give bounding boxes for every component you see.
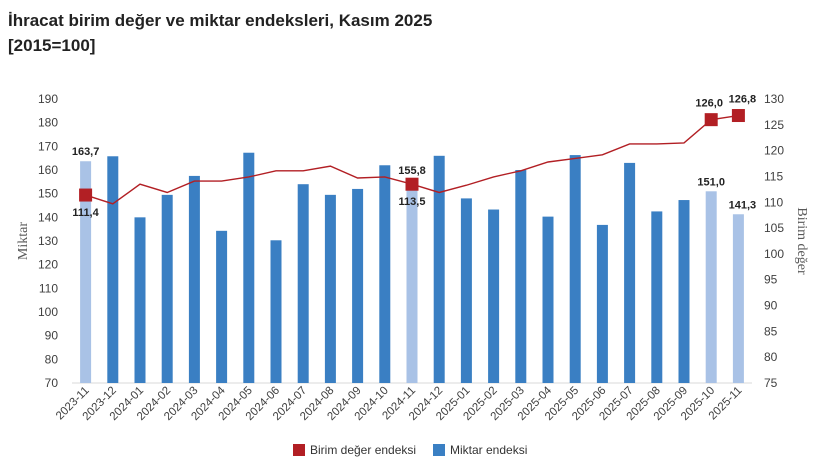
- bar-miktar-2024-01: [134, 217, 146, 383]
- y-right-tick-label: 100: [764, 247, 784, 261]
- bar-miktar-2023-12: [107, 156, 119, 383]
- bar-miktar-2024-08: [324, 194, 336, 383]
- data-label: 155,8: [398, 165, 426, 177]
- bar-miktar-2025-04: [542, 216, 554, 383]
- y-right-tick-label: 80: [764, 350, 778, 364]
- legend-label-miktar: Miktar endeksi: [450, 443, 527, 457]
- bar-miktar-2025-03: [515, 170, 527, 383]
- bar-miktar-2024-10: [379, 165, 391, 383]
- y-right-tick-label: 105: [764, 221, 784, 235]
- chart-subtitle: [2015=100]: [8, 36, 96, 55]
- bar-miktar-2025-06: [596, 224, 608, 383]
- bar-miktar-2024-04: [216, 230, 228, 383]
- bar-miktar-2025-05: [569, 155, 581, 383]
- data-label: 111,4: [72, 207, 99, 219]
- y-right-tick-label: 90: [764, 299, 778, 313]
- y-right-axis-title: Birim değer: [794, 207, 809, 275]
- y-right-tick-label: 115: [764, 169, 783, 183]
- data-label: 151,0: [697, 176, 725, 188]
- marker-birim-deger-2025-10: [704, 113, 718, 127]
- y-left-tick-label: 180: [38, 116, 58, 130]
- y-left-tick-label: 170: [38, 139, 58, 153]
- y-right-tick-label: 95: [764, 273, 778, 287]
- y-left-tick-label: 190: [38, 92, 58, 106]
- bar-miktar-2024-12: [433, 155, 445, 383]
- legend-label-birim-deger: Birim değer endeksi: [310, 443, 416, 457]
- y-left-tick-label: 110: [39, 281, 58, 295]
- data-label: 141,3: [729, 199, 757, 211]
- bar-miktar-2024-09: [352, 188, 364, 383]
- marker-birim-deger-2023-11: [79, 188, 93, 202]
- bar-miktar-2024-05: [243, 152, 255, 383]
- bar-miktar-2024-07: [297, 184, 309, 383]
- y-right-tick-label: 110: [764, 195, 783, 209]
- marker-birim-deger-2025-11: [731, 109, 745, 123]
- bar-miktar-2025-01: [460, 198, 472, 383]
- legend-swatch-birim-deger: [293, 444, 305, 456]
- legend-swatch-miktar: [433, 444, 445, 456]
- y-left-tick-label: 70: [45, 376, 59, 390]
- y-left-tick-label: 160: [38, 163, 58, 177]
- marker-birim-deger-2024-11: [405, 177, 419, 191]
- bar-miktar-2025-10: [705, 191, 717, 383]
- y-left-tick-label: 150: [38, 187, 58, 201]
- y-left-tick-label: 90: [45, 329, 59, 343]
- y-right-tick-label: 130: [764, 92, 784, 106]
- bar-miktar-2025-11: [732, 214, 744, 383]
- chart-title: İhracat birim değer ve miktar endeksleri…: [8, 11, 433, 30]
- bar-miktar-2024-06: [270, 240, 282, 383]
- bar-miktar-2024-03: [188, 175, 200, 383]
- bar-miktar-2024-11: [406, 179, 418, 383]
- y-left-tick-label: 140: [38, 210, 58, 224]
- y-right-tick-label: 120: [764, 144, 784, 158]
- y-left-tick-label: 120: [38, 258, 58, 272]
- y-left-axis-title: Miktar: [16, 222, 31, 260]
- y-right-tick-label: 75: [764, 376, 778, 390]
- bar-miktar-2025-09: [678, 200, 690, 383]
- bar-miktar-2025-02: [488, 209, 500, 383]
- bar-miktar-2025-07: [624, 162, 636, 383]
- y-left-tick-label: 130: [38, 234, 58, 248]
- y-left-tick-label: 100: [38, 305, 58, 319]
- data-label: 113,5: [399, 196, 426, 208]
- bar-miktar-2024-02: [161, 194, 173, 383]
- data-label: 126,0: [695, 98, 723, 110]
- bar-miktar-2025-08: [651, 211, 663, 383]
- data-label: 163,7: [72, 146, 100, 158]
- y-right-tick-label: 85: [764, 324, 778, 338]
- data-label: 126,8: [729, 94, 757, 106]
- y-left-tick-label: 80: [45, 352, 59, 366]
- y-right-tick-label: 125: [764, 118, 784, 132]
- bar-miktar-2023-11: [80, 161, 92, 383]
